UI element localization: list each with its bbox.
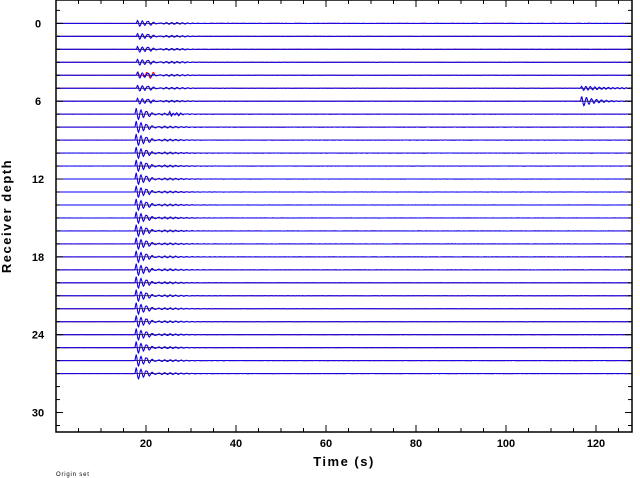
y-axis-title: Receiver depth [0, 159, 14, 273]
x-tick-labels: 20 40 60 80 100 120 [140, 438, 605, 450]
trace-blue [56, 263, 631, 277]
y-tick-labels: 0 6 12 18 24 30 [32, 18, 45, 419]
trace-blue [56, 224, 631, 238]
y-tick-label: 12 [32, 174, 44, 186]
plot-frame [55, 0, 633, 433]
trace-blue [56, 96, 631, 107]
x-axis-title: Time (s) [313, 454, 375, 469]
trace-blue [56, 185, 631, 199]
x-tick-label: 60 [320, 438, 332, 450]
x-tick-label: 100 [497, 438, 515, 450]
y-tick-label: 24 [32, 330, 45, 342]
trace-blue [57, 237, 631, 251]
trace-blue [56, 71, 631, 79]
trace-blue [57, 367, 631, 380]
trace-blue [56, 58, 631, 66]
trace-blue [56, 289, 631, 303]
trace-blue [56, 84, 631, 92]
trace-blue [56, 354, 631, 367]
trace-blue [56, 159, 631, 173]
trace-blue [56, 315, 631, 328]
y-tick-label: 18 [32, 252, 44, 264]
x-tick-label: 40 [230, 438, 242, 450]
x-tick-label: 120 [587, 438, 605, 450]
trace-blue [56, 120, 631, 134]
trace-blue [56, 341, 631, 354]
trace-blue [56, 107, 631, 121]
axis-ticks [56, 0, 632, 432]
x-tick-label: 20 [140, 438, 152, 450]
trace-blue [56, 133, 631, 147]
y-tick-label: 30 [32, 408, 44, 420]
footnote: Origin set [56, 472, 90, 478]
traces [56, 19, 631, 380]
trace-blue [56, 250, 631, 264]
x-tick-label: 80 [410, 438, 422, 450]
trace-blue [56, 146, 631, 160]
trace-blue [56, 328, 631, 342]
trace-blue [56, 19, 631, 28]
trace-blue [56, 45, 631, 53]
trace-blue [56, 172, 631, 186]
trace-blue [56, 198, 631, 212]
trace-blue [56, 302, 631, 316]
trace-blue [56, 276, 631, 290]
y-tick-label: 6 [35, 96, 41, 108]
trace-blue [56, 211, 631, 225]
y-tick-label: 0 [35, 18, 41, 30]
trace-blue [56, 32, 631, 41]
